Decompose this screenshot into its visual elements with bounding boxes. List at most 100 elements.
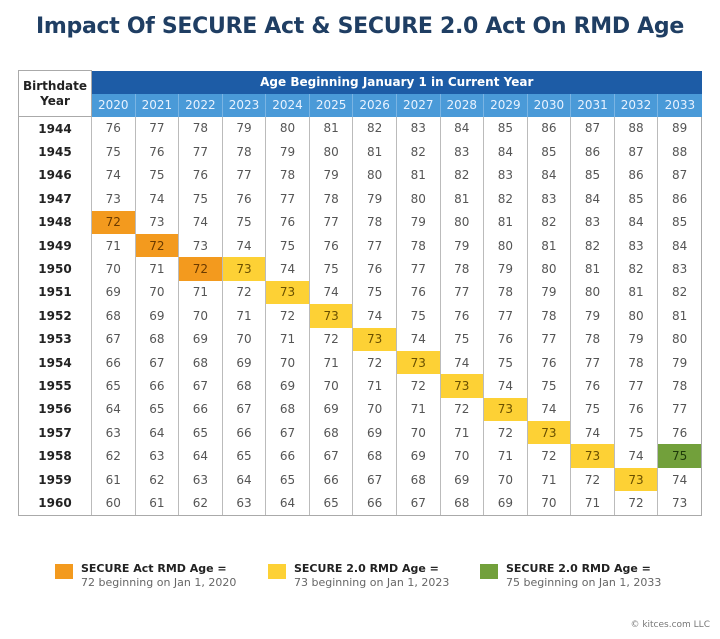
age-cell: 81 bbox=[395, 163, 440, 188]
age-cell: 78 bbox=[657, 374, 702, 398]
age-cell: 78 bbox=[483, 280, 528, 305]
age-cell: 75 bbox=[352, 280, 397, 305]
highlighted-age-cell: 73 bbox=[265, 280, 310, 305]
age-cell: 80 bbox=[265, 116, 310, 141]
age-cell: 66 bbox=[178, 397, 223, 422]
age-cell: 67 bbox=[395, 491, 440, 516]
age-cell: 75 bbox=[613, 421, 658, 445]
highlighted-age-cell: 73 bbox=[483, 397, 528, 422]
birth-year-cell: 1954 bbox=[18, 350, 92, 375]
age-cell: 78 bbox=[308, 187, 353, 211]
age-cell: 68 bbox=[178, 350, 223, 375]
birth-year-cell: 1957 bbox=[18, 421, 92, 445]
age-cell: 78 bbox=[439, 257, 484, 281]
highlighted-age-cell: 75 bbox=[657, 444, 702, 468]
age-cell: 80 bbox=[657, 327, 702, 351]
age-cell: 72 bbox=[352, 350, 397, 375]
age-cell: 79 bbox=[265, 140, 310, 164]
table-row: 1948 72 73 74 75 76 77 78 79 80 81 82 83 84 85 bbox=[18, 210, 702, 234]
year-header-2023: 2023 bbox=[221, 93, 266, 117]
table-row: 1959 61 62 63 64 65 66 67 68 69 70 71 72 73 74 bbox=[18, 467, 702, 492]
age-cell: 80 bbox=[570, 280, 615, 305]
age-cell: 69 bbox=[134, 304, 179, 328]
age-cell: 80 bbox=[526, 257, 571, 281]
table-row: 1952 68 69 70 71 72 73 74 75 76 77 78 79 80 81 bbox=[18, 304, 702, 328]
age-cell: 78 bbox=[221, 140, 266, 164]
age-cell: 67 bbox=[134, 350, 179, 375]
age-cell: 83 bbox=[570, 210, 615, 234]
age-cell: 73 bbox=[91, 187, 136, 211]
highlighted-age-cell: 72 bbox=[178, 257, 223, 281]
legend-item-secure2-73: SECURE 2.0 RMD Age = 73 beginning on Jan … bbox=[268, 562, 449, 590]
age-cell: 70 bbox=[352, 397, 397, 422]
age-cell: 84 bbox=[483, 140, 528, 164]
age-cell: 84 bbox=[570, 187, 615, 211]
age-cell: 64 bbox=[178, 444, 223, 468]
age-cell: 78 bbox=[352, 210, 397, 234]
age-cell: 66 bbox=[91, 350, 136, 375]
age-cell: 78 bbox=[526, 304, 571, 328]
birth-year-cell: 1952 bbox=[18, 304, 92, 328]
year-header-2028: 2028 bbox=[439, 93, 484, 117]
legend-text: 73 beginning on Jan 1, 2023 bbox=[294, 576, 450, 589]
age-cell: 74 bbox=[221, 233, 266, 258]
age-cell: 62 bbox=[91, 444, 136, 468]
table-row: 1945 75 76 77 78 79 80 81 82 83 84 85 86 87 88 bbox=[18, 140, 702, 164]
copyright-credit: © kitces.com LLC bbox=[630, 620, 710, 630]
age-cell: 79 bbox=[352, 187, 397, 211]
age-cell: 84 bbox=[657, 233, 702, 258]
age-cell: 75 bbox=[178, 187, 223, 211]
age-cell: 74 bbox=[352, 304, 397, 328]
age-cell: 87 bbox=[657, 163, 702, 188]
table-row: 1953 67 68 69 70 71 72 73 74 75 76 77 78 79 80 bbox=[18, 327, 702, 351]
birth-year-cell: 1951 bbox=[18, 280, 92, 305]
age-cell: 64 bbox=[265, 491, 310, 516]
age-cell: 73 bbox=[178, 233, 223, 258]
legend-text: 72 beginning on Jan 1, 2020 bbox=[81, 576, 237, 589]
green-swatch bbox=[480, 564, 498, 579]
table-row: 1946 74 75 76 77 78 79 80 81 82 83 84 85 86 87 bbox=[18, 163, 702, 188]
age-cell: 68 bbox=[439, 491, 484, 516]
age-cell: 66 bbox=[352, 491, 397, 516]
age-cell: 88 bbox=[613, 116, 658, 141]
age-group-header: Age Beginning January 1 in Current Year bbox=[91, 70, 702, 94]
table-row: 1956 64 65 66 67 68 69 70 71 72 73 74 75 76 77 bbox=[18, 397, 702, 422]
age-cell: 85 bbox=[483, 116, 528, 141]
age-cell: 74 bbox=[265, 257, 310, 281]
legend-item-secure-act: SECURE Act RMD Age = 72 beginning on Jan … bbox=[55, 562, 236, 590]
year-header-2031: 2031 bbox=[570, 93, 615, 117]
age-cell: 71 bbox=[91, 233, 136, 258]
orange-swatch bbox=[55, 564, 73, 579]
age-cell: 71 bbox=[265, 327, 310, 351]
age-cell: 67 bbox=[178, 374, 223, 398]
age-cell: 70 bbox=[134, 280, 179, 305]
age-cell: 61 bbox=[134, 491, 179, 516]
age-cell: 87 bbox=[570, 116, 615, 141]
yellow-swatch bbox=[268, 564, 286, 579]
age-cell: 77 bbox=[439, 280, 484, 305]
highlighted-age-cell: 73 bbox=[395, 350, 440, 375]
legend-title: SECURE 2.0 RMD Age = bbox=[294, 562, 439, 575]
age-cell: 69 bbox=[439, 467, 484, 492]
age-cell: 80 bbox=[395, 187, 440, 211]
age-cell: 72 bbox=[526, 444, 571, 468]
age-cell: 70 bbox=[91, 257, 136, 281]
age-cell: 85 bbox=[526, 140, 571, 164]
table-row: 1960 60 61 62 63 64 65 66 67 68 69 70 71 72 73 bbox=[18, 491, 702, 516]
age-cell: 62 bbox=[134, 467, 179, 492]
age-cell: 70 bbox=[308, 374, 353, 398]
age-cell: 82 bbox=[395, 140, 440, 164]
age-cell: 67 bbox=[221, 397, 266, 422]
age-cell: 74 bbox=[395, 327, 440, 351]
age-cell: 82 bbox=[613, 257, 658, 281]
age-cell: 64 bbox=[134, 421, 179, 445]
age-cell: 66 bbox=[221, 421, 266, 445]
table-row: 1958 62 63 64 65 66 67 68 69 70 71 72 73 74 75 bbox=[18, 444, 702, 468]
age-cell: 70 bbox=[395, 421, 440, 445]
age-cell: 74 bbox=[134, 187, 179, 211]
age-cell: 81 bbox=[308, 116, 353, 141]
year-header-2032: 2032 bbox=[613, 93, 658, 117]
age-cell: 82 bbox=[439, 163, 484, 188]
year-header-2030: 2030 bbox=[526, 93, 571, 117]
